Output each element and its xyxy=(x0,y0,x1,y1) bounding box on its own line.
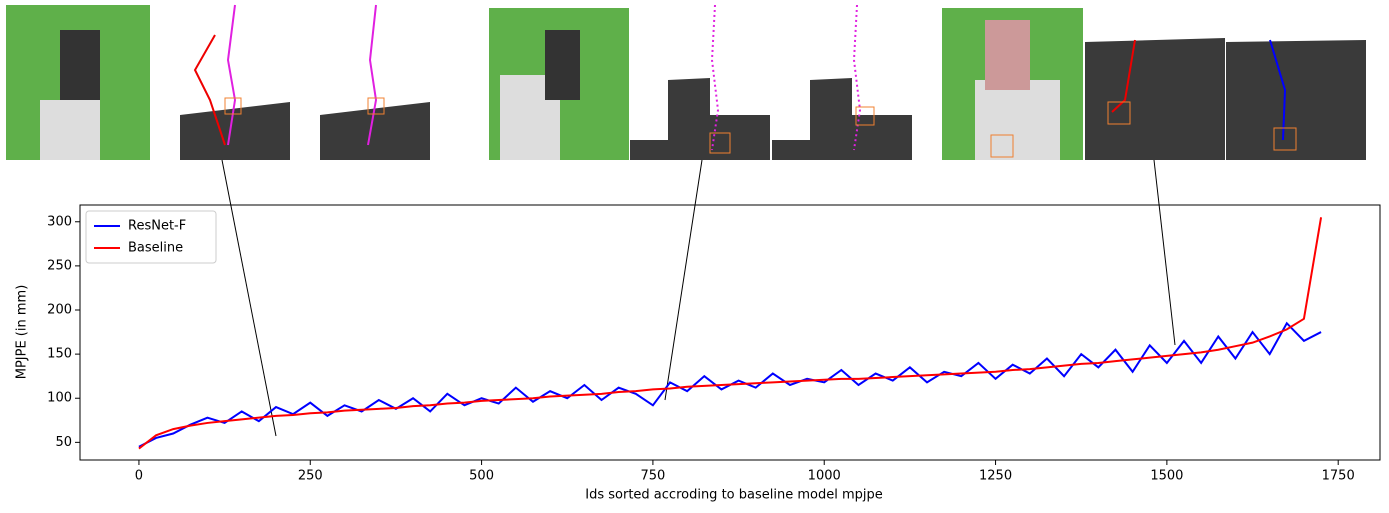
y-tick-label: 50 xyxy=(55,435,72,450)
y-axis-label: MPJPE (in mm) xyxy=(15,285,30,380)
y-tick-label: 100 xyxy=(47,391,72,406)
highlight xyxy=(855,106,875,126)
photo-person xyxy=(60,30,100,100)
skeleton xyxy=(367,4,378,146)
x-tick-label: 750 xyxy=(640,469,665,484)
render xyxy=(1085,38,1225,160)
skeleton xyxy=(710,4,720,151)
y-tick-label: 200 xyxy=(47,303,72,318)
x-tick-label: 1250 xyxy=(979,469,1012,484)
x-tick-label: 1750 xyxy=(1322,469,1355,484)
skeleton xyxy=(1111,39,1136,113)
render-box xyxy=(772,78,912,160)
render-box xyxy=(630,78,770,160)
highlight xyxy=(224,97,242,115)
x-axis-label: Ids sorted accroding to baseline model m… xyxy=(585,488,882,503)
y-tick-label: 250 xyxy=(47,258,72,273)
render-box xyxy=(320,102,430,160)
x-tick-label: 250 xyxy=(298,469,323,484)
legend-label: ResNet-F xyxy=(128,219,186,234)
image-strip xyxy=(6,4,1366,437)
x-tick-label: 1500 xyxy=(1150,469,1183,484)
render-box xyxy=(180,102,290,160)
connector xyxy=(221,159,277,437)
legend-box xyxy=(85,210,217,264)
legend-label: Baseline xyxy=(128,241,183,256)
skeleton xyxy=(1269,39,1287,141)
plot xyxy=(138,217,1323,450)
photo-box xyxy=(40,100,100,160)
highlight xyxy=(367,97,385,115)
y-tick-label: 150 xyxy=(47,347,72,362)
x-tick-label: 1000 xyxy=(808,469,841,484)
x-tick-label: 0 xyxy=(135,469,143,484)
skeleton xyxy=(226,4,237,146)
photo-person xyxy=(545,30,580,100)
photo-person xyxy=(985,20,1030,90)
highlight xyxy=(1273,127,1297,151)
x-tick-label: 500 xyxy=(469,469,494,484)
highlight xyxy=(990,134,1014,158)
axes-frame xyxy=(79,204,1381,461)
connector xyxy=(1153,159,1176,346)
highlight xyxy=(709,132,731,154)
skeleton xyxy=(852,4,862,151)
photo-box xyxy=(975,80,1060,160)
highlight xyxy=(1107,101,1131,125)
y-tick-label: 300 xyxy=(47,214,72,229)
skeleton xyxy=(193,34,226,146)
series-line xyxy=(138,217,1323,450)
render xyxy=(1226,40,1366,160)
connector xyxy=(664,159,703,401)
